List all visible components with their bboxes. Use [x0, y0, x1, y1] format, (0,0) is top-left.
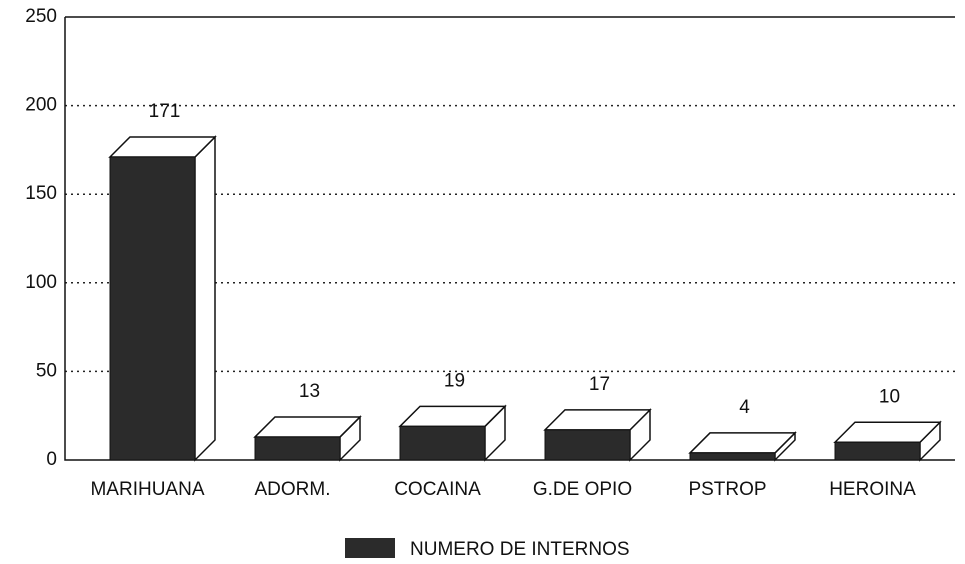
- plot-frame: [64, 16, 955, 461]
- bar: [109, 156, 196, 461]
- x-tick-label: HEROINA: [829, 479, 916, 500]
- value-label: 4: [739, 397, 750, 418]
- legend-swatch: [345, 538, 395, 558]
- y-tick-label: 250: [25, 6, 57, 27]
- value-label: 171: [149, 101, 181, 122]
- y-tick-label: 100: [25, 272, 57, 293]
- x-tick-label: PSTROP: [688, 479, 766, 500]
- bar-side: [194, 135, 216, 462]
- bar: [399, 425, 486, 461]
- x-tick-label: G.DE OPIO: [533, 479, 632, 500]
- y-tick-label: 50: [36, 360, 57, 381]
- bar: [544, 429, 631, 461]
- value-label: 10: [879, 386, 900, 407]
- value-label: 13: [299, 381, 320, 402]
- y-tick-label: 0: [46, 449, 57, 470]
- y-tick-label: 150: [25, 183, 57, 204]
- x-tick-label: ADORM.: [255, 479, 331, 500]
- x-tick-label: MARIHUANA: [90, 479, 204, 500]
- bar: [254, 436, 341, 461]
- bar: [689, 452, 776, 461]
- x-tick-label: COCAINA: [394, 479, 481, 500]
- value-label: 17: [589, 374, 610, 395]
- bar: [834, 441, 921, 461]
- value-label: 19: [444, 370, 465, 391]
- legend-label: NUMERO DE INTERNOS: [410, 539, 630, 560]
- y-tick-label: 200: [25, 95, 57, 116]
